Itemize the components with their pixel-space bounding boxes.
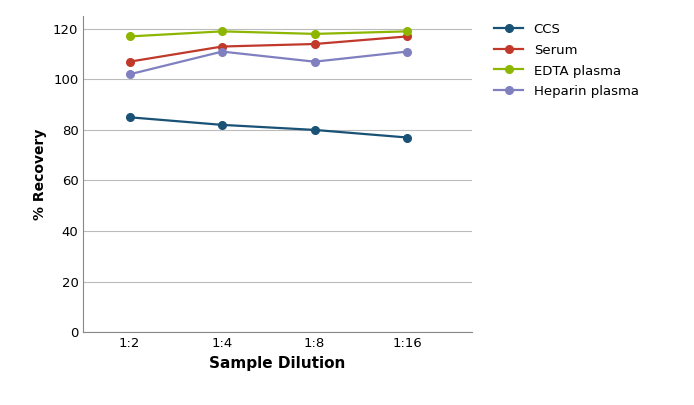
Heparin plasma <box>126 72 134 77</box>
Heparin plasma <box>310 59 319 64</box>
Y-axis label: % Recovery: % Recovery <box>33 128 47 220</box>
Serum <box>403 34 412 39</box>
EDTA plasma <box>310 32 319 36</box>
X-axis label: Sample Dilution: Sample Dilution <box>210 356 346 371</box>
Heparin plasma <box>218 49 226 54</box>
CCS <box>126 115 134 120</box>
EDTA plasma <box>403 29 412 34</box>
EDTA plasma <box>218 29 226 34</box>
Serum <box>126 59 134 64</box>
CCS <box>403 135 412 140</box>
Line: Serum: Serum <box>126 32 411 66</box>
Line: EDTA plasma: EDTA plasma <box>126 28 411 40</box>
CCS <box>218 122 226 127</box>
Line: CCS: CCS <box>126 113 411 141</box>
Serum <box>218 44 226 49</box>
Serum <box>310 42 319 47</box>
Line: Heparin plasma: Heparin plasma <box>126 48 411 78</box>
Heparin plasma <box>403 49 412 54</box>
Legend: CCS, Serum, EDTA plasma, Heparin plasma: CCS, Serum, EDTA plasma, Heparin plasma <box>494 23 638 98</box>
CCS <box>310 128 319 132</box>
EDTA plasma <box>126 34 134 39</box>
